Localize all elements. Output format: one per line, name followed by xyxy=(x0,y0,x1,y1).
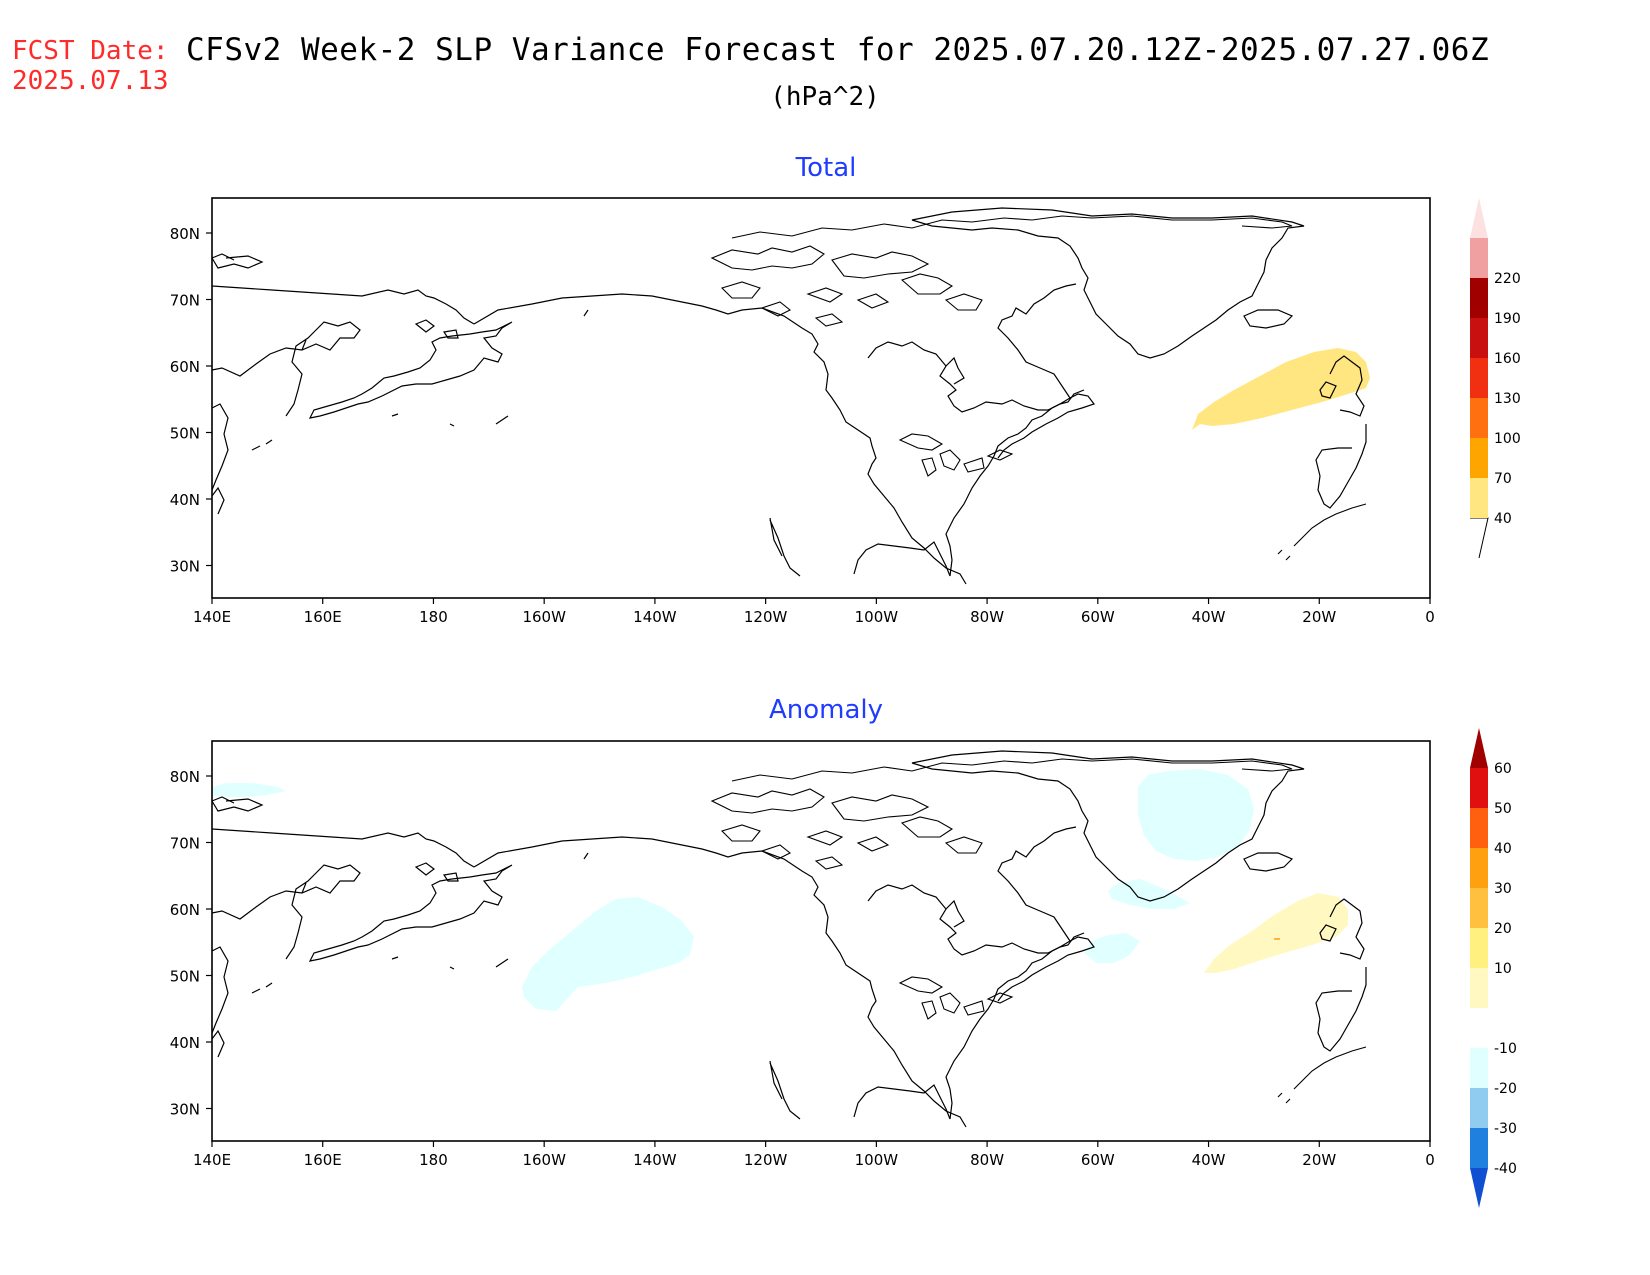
lat-tick-label: 70N xyxy=(170,292,200,310)
colorbar-swatch xyxy=(1470,278,1488,318)
lat-tick-label: 80N xyxy=(170,225,200,243)
colorbar-level-label: 190 xyxy=(1494,311,1521,327)
lon-tick-label: 60W xyxy=(1081,608,1115,626)
lat-tick-label: 30N xyxy=(170,1101,200,1119)
colorbar-swatch xyxy=(1470,1088,1488,1128)
forecast-date-label: FCST Date: xyxy=(12,36,169,66)
colorbar-level-label: 20 xyxy=(1494,921,1512,937)
colorbar-level-label: -40 xyxy=(1494,1161,1517,1177)
lon-tick-label: 140W xyxy=(633,1151,677,1169)
panel-title-total: Total xyxy=(795,153,857,183)
lon-tick-label: 20W xyxy=(1302,1151,1336,1169)
colorbar-level-label: 50 xyxy=(1494,801,1512,817)
shade-anomaly-north-atlantic xyxy=(1204,893,1348,973)
colorbar-upper-arrow xyxy=(1470,198,1488,238)
colorbar-upper-arrow xyxy=(1470,728,1488,768)
lon-tick-label: 60W xyxy=(1081,1151,1115,1169)
colorbar-swatch xyxy=(1470,398,1488,438)
colorbar-level-label: 40 xyxy=(1494,511,1512,527)
lon-tick-label: 160W xyxy=(522,1151,566,1169)
lon-tick-label: 180 xyxy=(419,608,448,626)
lat-tick-label: 60N xyxy=(170,358,200,376)
colorbar-level-label: -20 xyxy=(1494,1081,1517,1097)
figure-title: CFSv2 Week-2 SLP Variance Forecast for 2… xyxy=(186,32,1490,68)
lon-tick-label: 20W xyxy=(1302,608,1336,626)
colorbar-level-label: 130 xyxy=(1494,391,1521,407)
lon-tick-label: 160E xyxy=(304,608,342,626)
map-anomaly xyxy=(211,740,1431,1142)
colorbar-lower-arrow xyxy=(1470,1168,1488,1208)
colorbar-swatch xyxy=(1470,968,1488,1008)
ticks-anomaly: 140E 160E 180 160W 140W 120W 100W 80W 60W 40W 20W 0… xyxy=(170,768,1435,1169)
colorbar-level-label: 70 xyxy=(1494,471,1512,487)
lon-tick-label: 140E xyxy=(193,1151,231,1169)
map-total xyxy=(211,197,1431,599)
lat-tick-label: 40N xyxy=(170,1034,200,1052)
colorbar-swatch xyxy=(1470,888,1488,928)
colorbar-swatch xyxy=(1470,238,1488,278)
lon-tick-label: 120W xyxy=(744,608,788,626)
shade-total-north-atlantic xyxy=(1192,348,1370,430)
forecast-date-block: FCST Date: 2025.07.13 xyxy=(12,36,169,96)
colorbar-total: 40 70 100 130 160 190 220 xyxy=(1470,198,1521,559)
colorbar-swatch xyxy=(1470,478,1488,518)
colorbar-level-label: -30 xyxy=(1494,1121,1517,1137)
lon-tick-label: 80W xyxy=(970,1151,1004,1169)
colorbar-level-label: 220 xyxy=(1494,271,1521,287)
lon-tick-label: 40W xyxy=(1192,608,1226,626)
lat-tick-label: 80N xyxy=(170,768,200,786)
lat-tick-label: 50N xyxy=(170,968,200,986)
shade-anomaly-newfoundland xyxy=(1084,933,1140,963)
colorbar-level-label: 100 xyxy=(1494,431,1521,447)
colorbar-swatch xyxy=(1470,848,1488,888)
lat-tick-label: 60N xyxy=(170,901,200,919)
colorbar-swatch xyxy=(1470,358,1488,398)
figure-units: (hPa^2) xyxy=(770,82,880,112)
lon-tick-label: 180 xyxy=(419,1151,448,1169)
lat-tick-label: 70N xyxy=(170,835,200,853)
colorbar-level-label: 30 xyxy=(1494,881,1512,897)
lon-tick-label: 140W xyxy=(633,608,677,626)
shade-anomaly-greenland xyxy=(1138,769,1254,861)
lon-tick-label: 160W xyxy=(522,608,566,626)
colorbar-level-label: -10 xyxy=(1494,1041,1517,1057)
forecast-date-value: 2025.07.13 xyxy=(12,66,169,96)
colorbar-lower-arrow xyxy=(1470,517,1489,559)
colorbar-swatch xyxy=(1470,928,1488,968)
lon-tick-label: 100W xyxy=(855,608,899,626)
lon-tick-label: 80W xyxy=(970,608,1004,626)
lon-tick-label: 160E xyxy=(304,1151,342,1169)
colorbar-level-label: 10 xyxy=(1494,961,1512,977)
lon-tick-label: 140E xyxy=(193,608,231,626)
lon-tick-label: 40W xyxy=(1192,1151,1226,1169)
lon-tick-label: 0 xyxy=(1425,608,1435,626)
colorbar-anomaly: 60 50 40 30 20 10 -10 -20 -30 -40 xyxy=(1470,728,1517,1208)
colorbar-level-label: 40 xyxy=(1494,841,1512,857)
lon-tick-label: 0 xyxy=(1425,1151,1435,1169)
shade-anomaly-arctic xyxy=(212,783,286,797)
colorbar-swatch xyxy=(1470,438,1488,478)
colorbar-swatch xyxy=(1470,808,1488,848)
colorbar-swatch xyxy=(1470,1048,1488,1088)
lon-tick-label: 120W xyxy=(744,1151,788,1169)
colorbar-swatch xyxy=(1470,768,1488,808)
colorbar-swatch xyxy=(1470,318,1488,358)
lat-tick-label: 50N xyxy=(170,425,200,443)
colorbar-swatch xyxy=(1470,1008,1488,1048)
ticks-total: 140E 160E 180 160W 140W 120W 100W 80W 60W 40W 20W 0… xyxy=(170,225,1435,626)
shade-anomaly-gulf-of-alaska xyxy=(522,897,694,1011)
colorbar-level-label: 160 xyxy=(1494,351,1521,367)
lon-tick-label: 100W xyxy=(855,1151,899,1169)
lat-tick-label: 30N xyxy=(170,558,200,576)
colorbar-swatch xyxy=(1470,1128,1488,1168)
colorbar-level-label: 60 xyxy=(1494,761,1512,777)
panel-title-anomaly: Anomaly xyxy=(769,695,883,725)
lat-tick-label: 40N xyxy=(170,491,200,509)
